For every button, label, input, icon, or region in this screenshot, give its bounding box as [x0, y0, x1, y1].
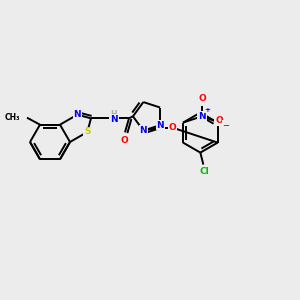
Text: CH₃: CH₃ [4, 113, 20, 122]
Text: O: O [198, 94, 206, 103]
Text: O: O [120, 136, 128, 145]
Text: O: O [169, 123, 176, 132]
Text: N: N [110, 115, 118, 124]
Text: S: S [84, 128, 91, 136]
Text: N: N [156, 121, 164, 130]
Text: N: N [198, 112, 206, 121]
Text: −: − [223, 121, 230, 130]
Text: N: N [74, 110, 81, 119]
Text: Cl: Cl [200, 167, 209, 176]
Text: +: + [204, 106, 210, 112]
Text: O: O [215, 116, 223, 125]
Text: N: N [140, 126, 147, 135]
Text: H: H [111, 110, 117, 119]
